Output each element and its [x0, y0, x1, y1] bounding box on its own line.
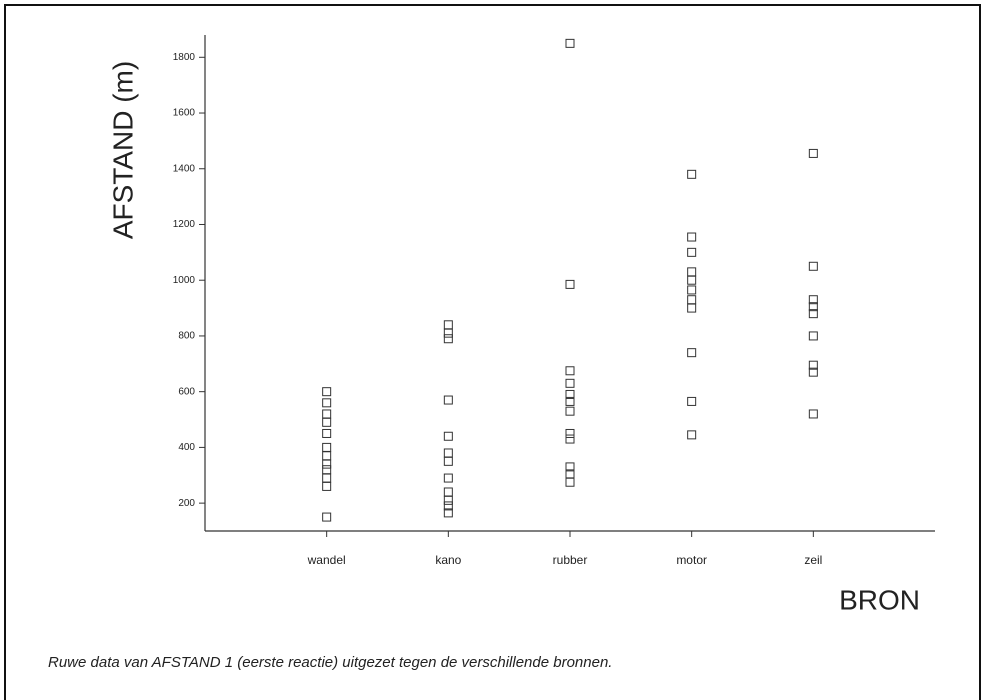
marker [565, 396, 575, 406]
marker [565, 428, 575, 438]
y-tick-label: 600 [178, 386, 195, 397]
marker [565, 389, 575, 399]
marker [808, 331, 818, 341]
marker [565, 477, 575, 487]
marker [322, 473, 332, 483]
marker [687, 285, 697, 295]
caption: Ruwe data van AFSTAND 1 (eerste reactie)… [48, 654, 612, 671]
marker [687, 430, 697, 440]
marker [322, 387, 332, 397]
x-axis-title: BRON [839, 584, 920, 615]
marker [443, 328, 453, 338]
x-tick-label: motor [676, 553, 707, 567]
marker [687, 232, 697, 242]
marker [565, 462, 575, 472]
y-tick-label: 800 [178, 331, 195, 342]
marker [322, 481, 332, 491]
x-tick-label: kano [435, 553, 461, 567]
x-tick-label: rubber [553, 553, 588, 567]
marker [443, 320, 453, 330]
marker [322, 459, 332, 469]
marker [322, 442, 332, 452]
marker [687, 169, 697, 179]
marker [808, 309, 818, 319]
y-tick-label: 1000 [173, 275, 196, 286]
marker [687, 275, 697, 285]
marker [322, 428, 332, 438]
marker [443, 487, 453, 497]
y-tick-label: 1800 [173, 52, 196, 63]
marker [443, 431, 453, 441]
marker [687, 348, 697, 358]
marker [808, 302, 818, 312]
marker [443, 395, 453, 405]
marker [808, 409, 818, 419]
marker [687, 267, 697, 277]
marker [322, 398, 332, 408]
y-tick-label: 200 [178, 498, 195, 509]
marker [808, 148, 818, 158]
marker [808, 367, 818, 377]
y-tick-label: 400 [178, 442, 195, 453]
marker [687, 295, 697, 305]
marker [443, 501, 453, 511]
marker [443, 473, 453, 483]
marker [565, 378, 575, 388]
marker [808, 261, 818, 271]
y-tick-label: 1200 [173, 219, 196, 230]
marker [443, 495, 453, 505]
marker [322, 512, 332, 522]
marker [808, 360, 818, 370]
marker [322, 417, 332, 427]
marker [443, 508, 453, 518]
y-axis-title: AFSTAND (m) [107, 61, 138, 239]
marker [443, 448, 453, 458]
y-tick-label: 1400 [173, 163, 196, 174]
x-tick-label: zeil [804, 553, 822, 567]
marker [687, 247, 697, 257]
marker [322, 451, 332, 461]
x-tick-label: wandel [307, 553, 346, 567]
marker [322, 465, 332, 475]
marker [565, 406, 575, 416]
marker [808, 295, 818, 305]
marker [322, 409, 332, 419]
marker [687, 396, 697, 406]
marker [565, 434, 575, 444]
frame [4, 4, 981, 700]
y-tick-label: 1600 [173, 108, 196, 119]
marker [565, 279, 575, 289]
marker [687, 303, 697, 313]
marker [443, 456, 453, 466]
marker [565, 38, 575, 48]
marker [565, 366, 575, 376]
marker [443, 334, 453, 344]
